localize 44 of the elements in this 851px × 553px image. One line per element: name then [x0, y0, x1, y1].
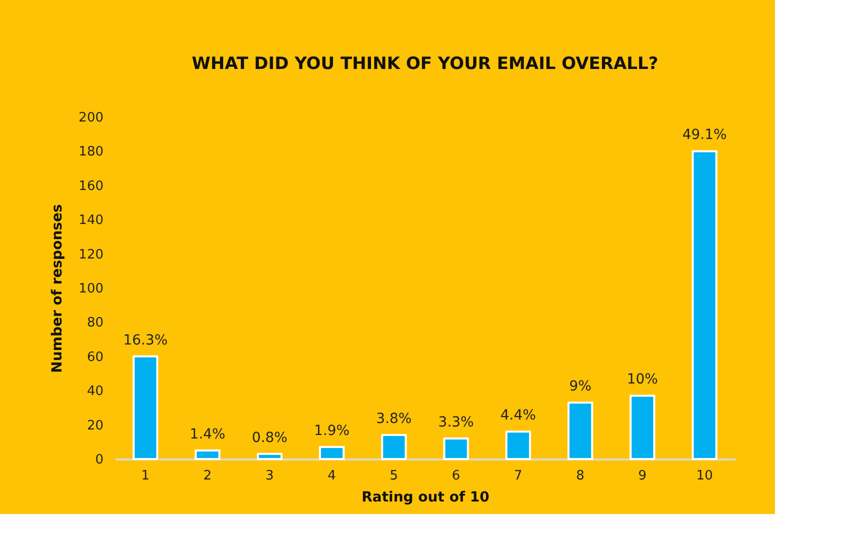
y-tick-label: 100: [78, 282, 104, 296]
bar: [505, 430, 531, 460]
y-tick-label: 20: [86, 418, 104, 434]
bar: [443, 437, 469, 460]
x-tick-label: 3: [266, 468, 274, 484]
x-tick-label: 9: [638, 468, 647, 484]
annotation: 16.3%: [123, 332, 168, 348]
x-tick-label: 2: [203, 468, 212, 484]
x-tick-label: 8: [576, 468, 584, 484]
x-tick-label: 10: [696, 468, 713, 484]
y-axis-title: Number of responses: [50, 204, 66, 373]
y-tick-label: 40: [86, 384, 104, 400]
annotation: 1.4%: [190, 426, 226, 442]
y-tick-label: 160: [78, 178, 104, 194]
annotation: 49.1%: [682, 127, 727, 144]
bar: [568, 402, 594, 460]
y-tick-label: 80: [86, 316, 104, 331]
annotation: 3.3%: [438, 414, 474, 430]
bar: [256, 452, 282, 460]
bar: [381, 434, 407, 460]
bar: [630, 394, 656, 460]
chart-title: WHAT DID YOU THINK OF YOUR EMAIL OVERALL?: [192, 54, 658, 74]
y-tick-label: 200: [78, 110, 104, 126]
annotation: 1.9%: [314, 423, 350, 440]
bar: [194, 449, 220, 460]
y-tick-label: 0: [95, 452, 104, 468]
x-tick-label: 1: [141, 468, 150, 484]
annotation: 3.8%: [376, 411, 412, 428]
bar: [692, 150, 718, 460]
x-tick-label: 7: [514, 468, 522, 484]
y-tick-label: 180: [78, 144, 104, 160]
annotation: 9%: [569, 378, 592, 395]
y-tick-label: 120: [78, 247, 104, 262]
bar: [132, 355, 158, 460]
annotation: 4.4%: [500, 408, 536, 424]
x-axis-title: Rating out of 10: [362, 490, 490, 506]
y-tick-label: 60: [86, 350, 104, 365]
annotation: 0.8%: [252, 430, 288, 446]
y-tick-label: 140: [78, 213, 104, 228]
bar: [319, 446, 345, 460]
x-tick-label: 6: [452, 468, 460, 484]
annotation: 10%: [626, 372, 658, 388]
x-tick-label: 4: [328, 468, 336, 484]
x-tick-label: 5: [390, 468, 398, 484]
